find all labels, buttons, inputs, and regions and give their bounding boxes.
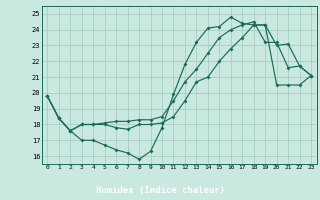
- Text: Humidex (Indice chaleur): Humidex (Indice chaleur): [95, 186, 225, 196]
